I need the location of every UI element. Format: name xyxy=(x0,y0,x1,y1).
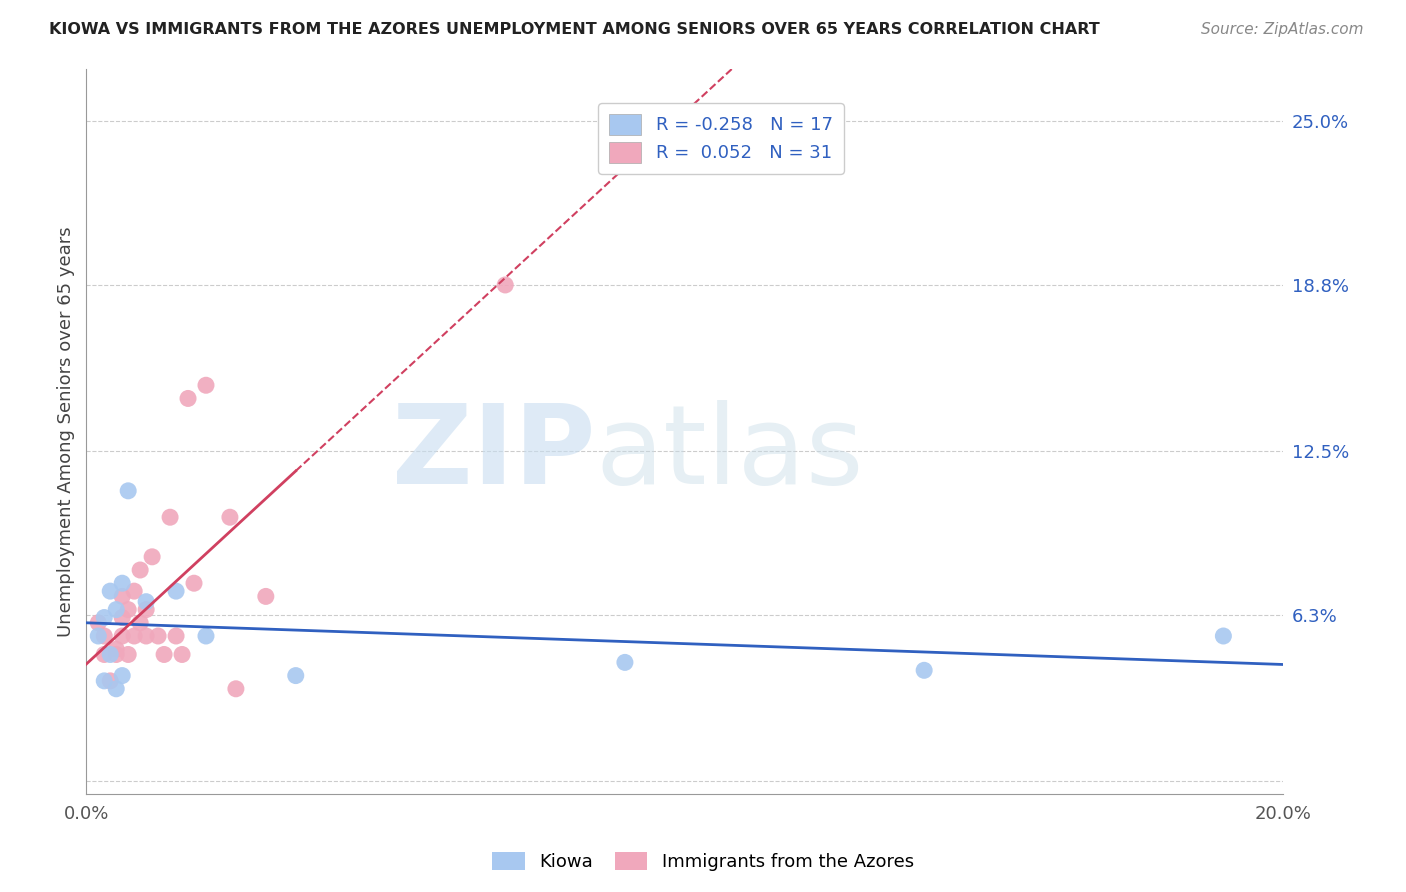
Point xyxy=(105,681,128,696)
Point xyxy=(98,584,121,599)
Point xyxy=(219,510,242,524)
Point xyxy=(153,648,176,662)
Point xyxy=(111,590,134,604)
Text: atlas: atlas xyxy=(595,400,863,507)
Point xyxy=(135,595,157,609)
Point xyxy=(98,673,121,688)
Point xyxy=(111,610,134,624)
Point xyxy=(105,602,128,616)
Point xyxy=(93,610,115,624)
Point xyxy=(254,590,277,604)
Point xyxy=(159,510,181,524)
Point xyxy=(105,642,128,657)
Point xyxy=(1212,629,1234,643)
Point xyxy=(129,563,152,577)
Point xyxy=(195,629,218,643)
Point xyxy=(93,648,115,662)
Point xyxy=(135,629,157,643)
Point xyxy=(613,128,636,142)
Point xyxy=(111,629,134,643)
Point xyxy=(284,668,307,682)
Point xyxy=(98,648,121,662)
Point xyxy=(135,602,157,616)
Point xyxy=(494,277,516,292)
Text: KIOWA VS IMMIGRANTS FROM THE AZORES UNEMPLOYMENT AMONG SENIORS OVER 65 YEARS COR: KIOWA VS IMMIGRANTS FROM THE AZORES UNEM… xyxy=(49,22,1099,37)
Point xyxy=(87,629,110,643)
Point xyxy=(165,584,187,599)
Point xyxy=(111,668,134,682)
Point xyxy=(93,629,115,643)
Point xyxy=(195,378,218,392)
Point xyxy=(170,648,193,662)
Point xyxy=(122,629,145,643)
Point xyxy=(117,648,139,662)
Point xyxy=(111,576,134,591)
Point xyxy=(183,576,205,591)
Text: Source: ZipAtlas.com: Source: ZipAtlas.com xyxy=(1201,22,1364,37)
Point xyxy=(117,602,139,616)
Point xyxy=(141,549,163,564)
Point xyxy=(87,615,110,630)
Point xyxy=(129,615,152,630)
Point xyxy=(165,629,187,643)
Point xyxy=(105,648,128,662)
Point xyxy=(122,584,145,599)
Point xyxy=(177,392,200,406)
Legend: R = -0.258   N = 17, R =  0.052   N = 31: R = -0.258 N = 17, R = 0.052 N = 31 xyxy=(598,103,844,174)
Point xyxy=(225,681,247,696)
Point xyxy=(93,673,115,688)
Legend: Kiowa, Immigrants from the Azores: Kiowa, Immigrants from the Azores xyxy=(485,845,921,879)
Point xyxy=(912,663,935,677)
Point xyxy=(117,483,139,498)
Text: ZIP: ZIP xyxy=(392,400,595,507)
Point xyxy=(613,656,636,670)
Y-axis label: Unemployment Among Seniors over 65 years: Unemployment Among Seniors over 65 years xyxy=(58,227,75,637)
Point xyxy=(146,629,169,643)
